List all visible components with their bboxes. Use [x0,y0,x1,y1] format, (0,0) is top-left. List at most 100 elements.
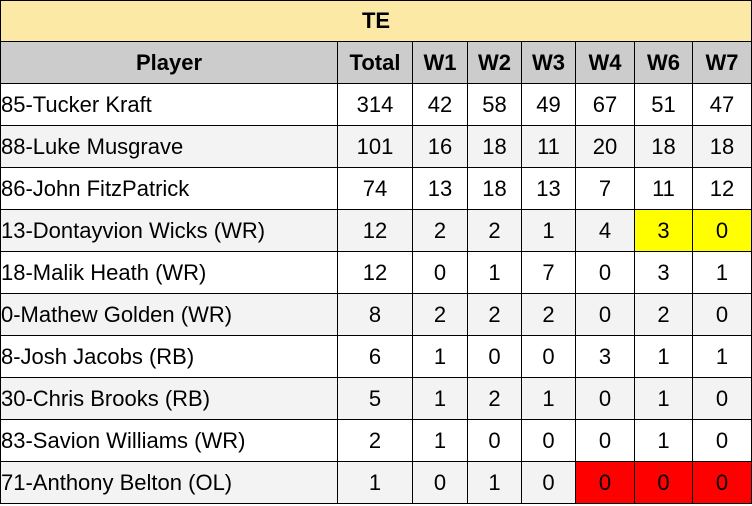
w4-cell: 0 [575,251,635,294]
table-row: 13-Dontayvion Wicks (WR) 12 2 2 1 4 3 0 [0,209,752,252]
table-row: 0-Mathew Golden (WR) 8 2 2 2 0 2 0 [0,293,752,336]
w4-cell: 7 [575,167,635,210]
w2-cell: 0 [467,335,522,378]
table-row: 86-John FitzPatrick 74 13 18 13 7 11 12 [0,167,752,210]
header-total: Total [337,41,413,84]
header-w7: W7 [692,41,752,84]
w1-cell: 2 [412,293,468,336]
total-cell: 101 [337,125,413,168]
w1-cell: 1 [412,419,468,462]
header-w4: W4 [575,41,635,84]
title-row: TE [0,0,752,42]
w6-cell: 11 [634,167,693,210]
w2-cell: 1 [467,461,522,504]
w2-cell: 2 [467,293,522,336]
table-row: 30-Chris Brooks (RB) 5 1 2 1 0 1 0 [0,377,752,420]
w6-cell: 1 [634,377,693,420]
w2-cell: 58 [467,83,522,126]
w7-cell-highlight: 0 [692,461,752,504]
w3-cell: 1 [521,209,576,252]
w4-cell: 0 [575,377,635,420]
w1-cell: 13 [412,167,468,210]
total-cell: 5 [337,377,413,420]
w3-cell: 7 [521,251,576,294]
w4-cell: 4 [575,209,635,252]
header-w2: W2 [467,41,522,84]
table-row: 85-Tucker Kraft 314 42 58 49 67 51 47 [0,83,752,126]
player-cell: 0-Mathew Golden (WR) [0,293,338,336]
w1-cell: 1 [412,335,468,378]
total-cell: 6 [337,335,413,378]
w6-cell-highlight: 0 [634,461,693,504]
w3-cell: 0 [521,335,576,378]
total-cell: 12 [337,251,413,294]
w4-cell: 3 [575,335,635,378]
w1-cell: 0 [412,461,468,504]
player-cell: 88-Luke Musgrave [0,125,338,168]
player-cell: 85-Tucker Kraft [0,83,338,126]
w2-cell: 2 [467,377,522,420]
player-cell: 83-Savion Williams (WR) [0,419,338,462]
table-row: 18-Malik Heath (WR) 12 0 1 7 0 3 1 [0,251,752,294]
w3-cell: 0 [521,419,576,462]
w7-cell: 12 [692,167,752,210]
w3-cell: 49 [521,83,576,126]
player-cell: 86-John FitzPatrick [0,167,338,210]
w1-cell: 0 [412,251,468,294]
w2-cell: 18 [467,125,522,168]
player-cell: 8-Josh Jacobs (RB) [0,335,338,378]
player-cell: 18-Malik Heath (WR) [0,251,338,294]
header-player: Player [0,41,338,84]
w1-cell: 42 [412,83,468,126]
w6-cell: 1 [634,335,693,378]
w7-cell: 47 [692,83,752,126]
w2-cell: 18 [467,167,522,210]
total-cell: 1 [337,461,413,504]
w7-cell: 0 [692,377,752,420]
w6-cell: 1 [634,419,693,462]
w3-cell: 13 [521,167,576,210]
table-row: 8-Josh Jacobs (RB) 6 1 0 0 3 1 1 [0,335,752,378]
player-cell: 13-Dontayvion Wicks (WR) [0,209,338,252]
w1-cell: 2 [412,209,468,252]
w6-cell-highlight: 3 [634,209,693,252]
w7-cell: 0 [692,293,752,336]
w4-cell: 0 [575,293,635,336]
w3-cell: 11 [521,125,576,168]
w7-cell: 1 [692,335,752,378]
w3-cell: 0 [521,461,576,504]
total-cell: 74 [337,167,413,210]
w7-cell-highlight: 0 [692,209,752,252]
w7-cell: 0 [692,419,752,462]
w6-cell: 18 [634,125,693,168]
table-title: TE [0,0,752,42]
table-row: 88-Luke Musgrave 101 16 18 11 20 18 18 [0,125,752,168]
w1-cell: 1 [412,377,468,420]
w6-cell: 51 [634,83,693,126]
header-w6: W6 [634,41,693,84]
table-row: 83-Savion Williams (WR) 2 1 0 0 0 1 0 [0,419,752,462]
header-row: Player Total W1 W2 W3 W4 W6 W7 [0,41,752,84]
header-w3: W3 [521,41,576,84]
w4-cell: 0 [575,419,635,462]
w4-cell: 20 [575,125,635,168]
total-cell: 8 [337,293,413,336]
player-cell: 30-Chris Brooks (RB) [0,377,338,420]
w2-cell: 2 [467,209,522,252]
w1-cell: 16 [412,125,468,168]
w6-cell: 2 [634,293,693,336]
w7-cell: 18 [692,125,752,168]
player-cell: 71-Anthony Belton (OL) [0,461,338,504]
w7-cell: 1 [692,251,752,294]
w2-cell: 1 [467,251,522,294]
header-w1: W1 [412,41,468,84]
w3-cell: 1 [521,377,576,420]
table-row: 71-Anthony Belton (OL) 1 0 1 0 0 0 0 [0,461,752,504]
total-cell: 314 [337,83,413,126]
total-cell: 2 [337,419,413,462]
total-cell: 12 [337,209,413,252]
w4-cell-highlight: 0 [575,461,635,504]
w2-cell: 0 [467,419,522,462]
w3-cell: 2 [521,293,576,336]
